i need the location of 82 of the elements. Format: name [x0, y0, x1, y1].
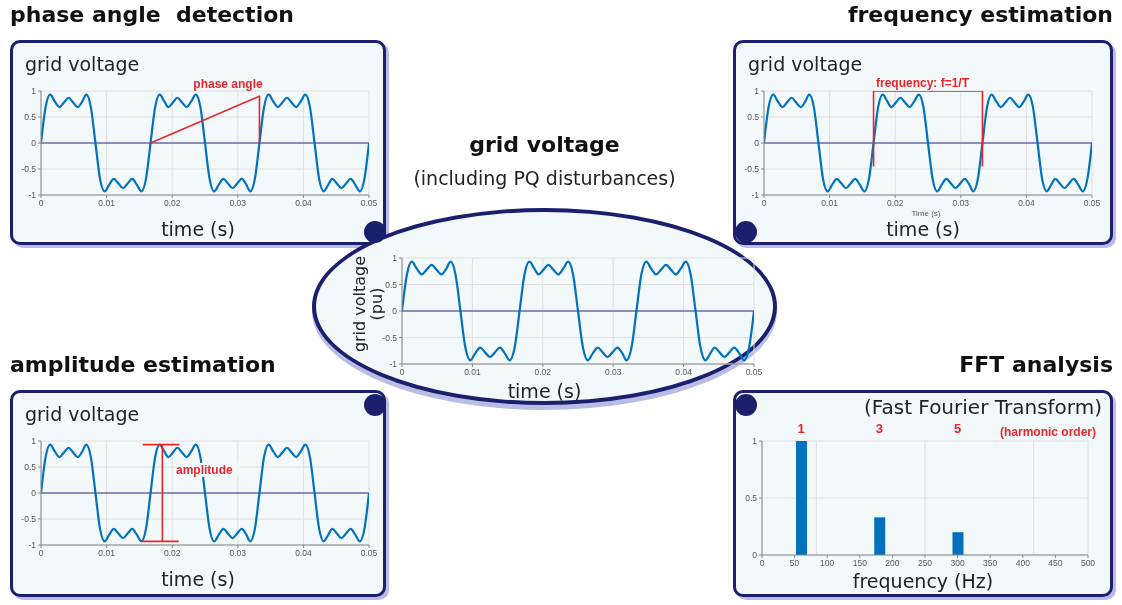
x-tick-label: 350	[983, 558, 998, 569]
x-tick-label: 500	[1080, 558, 1096, 569]
x-tick-label: 150	[852, 558, 868, 569]
chart-title: phase angle detection	[10, 2, 295, 29]
x-tick-label: 50	[789, 558, 800, 569]
annotation: phase angle	[192, 77, 264, 91]
x-tick-label: 0.03	[229, 548, 247, 559]
y-tick-label: -1	[389, 359, 398, 370]
x-tick-label: 0.02	[534, 367, 552, 378]
x-tick-label: 100	[820, 558, 835, 569]
x-tick-label: 0.02	[886, 198, 904, 209]
x-tick-label: 0.03	[604, 367, 622, 378]
y-axis-title: grid voltage	[25, 403, 140, 425]
x-tick-label: 400	[1015, 558, 1031, 569]
x-tick-label: 200	[885, 558, 900, 569]
x-tick-label: 0.02	[163, 548, 181, 559]
y-tick-label: 0	[31, 488, 37, 499]
x-tick-label: 300	[950, 558, 965, 569]
text: frequency: f=1/T	[876, 76, 971, 90]
y-tick-label: 0	[392, 306, 398, 317]
x-tick-label: 0.05	[360, 548, 378, 559]
y-tick-label: -1	[751, 190, 760, 201]
y-tick-label: 0.5	[385, 279, 398, 290]
x-tick-label: 0.04	[675, 367, 693, 378]
x-tick-label: 0	[399, 367, 405, 378]
x-tick-label: 0.03	[952, 198, 970, 209]
x-axis-title: time (s)	[506, 380, 583, 402]
x-tick-label: 0.04	[1018, 198, 1035, 209]
y-tick-label: 1	[752, 436, 758, 447]
annotation: amplitude	[176, 463, 240, 477]
x-tick-label: 0.01	[98, 548, 116, 559]
y-tick-label: -0.5	[744, 164, 760, 175]
x-tick-label: 0.03	[229, 198, 247, 209]
bar	[952, 532, 964, 555]
y-tick-label: 0.5	[24, 112, 37, 123]
x-tick-label: 0.02	[163, 198, 181, 209]
y-axis-title: grid voltage	[25, 53, 140, 75]
x-tick-label: 450	[1048, 558, 1063, 569]
x-tick-label: 0.04	[295, 548, 312, 559]
chart-subtitle: (Fast Fourier Transform)	[864, 395, 1102, 419]
x-axis-title: time (s)	[160, 218, 236, 240]
y-tick-label: 1	[31, 86, 37, 97]
y-tick-label: 1	[392, 253, 398, 264]
x-tick-label: 0	[38, 198, 44, 209]
y-tick-label: 0	[754, 138, 760, 149]
x-tick-label: 0	[38, 548, 44, 559]
y-axis-title: grid voltage	[748, 53, 863, 75]
chart-title: amplitude estimation	[10, 352, 277, 379]
y-tick-label: -0.5	[21, 164, 37, 175]
y-tick-label: -1	[28, 540, 37, 551]
x-tick-label: 0	[761, 198, 767, 209]
x-tick-label: 0.05	[360, 198, 378, 209]
y-tick-label: -0.5	[21, 514, 37, 525]
y-tick-label: 0.5	[745, 493, 758, 504]
chart-title: FFT analysis	[959, 352, 1113, 377]
chart-title: frequency estimation	[846, 2, 1113, 29]
x-tick-label: 250	[917, 558, 933, 569]
x-axis-title: time (s)	[160, 568, 236, 590]
x-axis-title: frequency (Hz)	[851, 570, 995, 592]
y-tick-label: 0.5	[747, 112, 760, 123]
x2-tick-label: 1	[797, 421, 805, 436]
x-tick-label: 0.01	[821, 198, 839, 209]
x2-tick-label: 5	[954, 421, 962, 436]
x-axis-title: time (s)	[885, 218, 961, 240]
y-tick-label: 0.5	[24, 462, 37, 473]
x-tick-label: 0.04	[295, 198, 312, 209]
chart-title: grid voltage	[469, 132, 620, 157]
x-tick-label: 0.05	[1083, 198, 1101, 209]
x-tick-label: 0.01	[98, 198, 116, 209]
y-tick-label: -0.5	[382, 332, 398, 343]
y-tick-label: -1	[28, 190, 37, 201]
x2-tick-label: 3	[875, 421, 884, 436]
text: Time (s)	[910, 209, 942, 218]
y-tick-label: 1	[31, 436, 37, 447]
y-tick-label: 0	[31, 138, 37, 149]
y-tick-label: 1	[754, 86, 760, 97]
bar	[874, 517, 886, 555]
bar	[796, 441, 807, 555]
x2-axis-title: (harmonic order)	[999, 425, 1096, 439]
x-tick-label: 0.01	[464, 367, 481, 378]
chart-subtitle: (including PQ disturbances)	[413, 167, 676, 189]
x-tick-label: 0.05	[745, 367, 763, 378]
